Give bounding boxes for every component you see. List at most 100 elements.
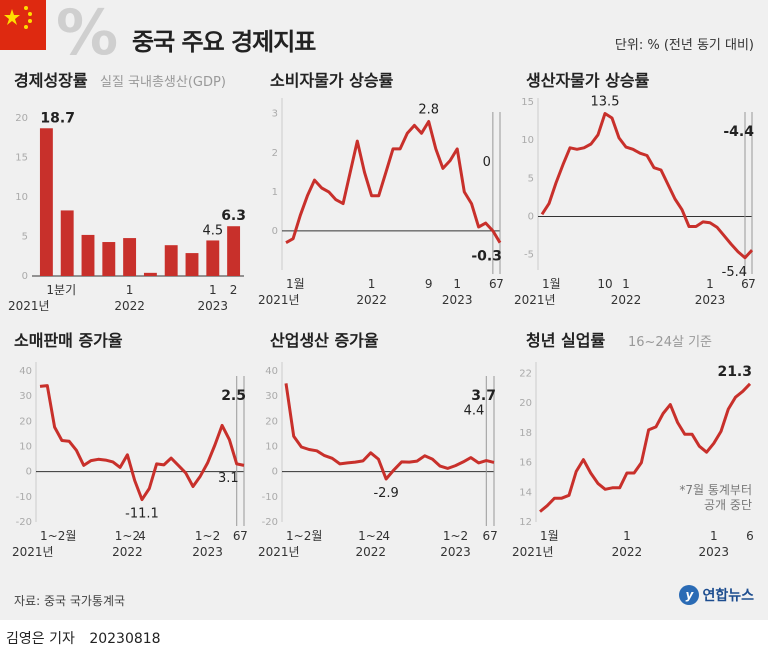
gdp-bar: [123, 238, 137, 276]
industry-year-label: 2021년: [258, 545, 300, 559]
gdp-ytick: 20: [15, 113, 28, 124]
industry-xtick: 7: [490, 529, 498, 543]
gdp-data-label: 6.3: [221, 208, 246, 224]
youth-xtick: 1: [623, 529, 631, 543]
industry-xtick: 6: [482, 529, 490, 543]
retail-xtick: 4: [138, 529, 146, 543]
gdp-ytick: 10: [15, 192, 28, 203]
industry-ytick: -10: [262, 492, 278, 503]
gdp-ytick: 0: [22, 271, 28, 282]
retail-year-label: 2023: [192, 545, 223, 559]
youth-ytick: 18: [519, 428, 532, 439]
yonhap-logo-icon: y: [679, 585, 700, 605]
gdp-bar: [227, 226, 241, 276]
yonhap-logo-text: 연합뉴스: [702, 588, 754, 604]
cpi-data-label: 2.8: [418, 103, 439, 118]
ppi-xtick: 6: [741, 277, 749, 291]
ppi-year-label: 2021년: [514, 293, 556, 307]
cpi-xtick: 1: [368, 277, 376, 291]
retail-xtick: 1~2: [195, 529, 220, 543]
retail-ytick: -10: [16, 492, 32, 503]
cpi-xtick: 1월: [286, 277, 305, 291]
industry-ytick: 10: [265, 442, 278, 453]
cpi-year-label: 2022: [356, 293, 387, 307]
gdp-bar: [39, 128, 53, 276]
cpi-series-line: [285, 120, 502, 245]
youth-data-label: 21.3: [717, 364, 752, 380]
industry-year-label: 2022: [355, 545, 386, 559]
ppi-series-line: [540, 112, 754, 260]
infographic-panel: [0, 0, 768, 620]
cpi-data-label: 0: [483, 155, 491, 170]
retail-year-label: 2022: [112, 545, 143, 559]
source-note: 자료: 중국 국가통계국: [14, 594, 126, 608]
ppi-ytick: -5: [524, 250, 534, 261]
retail-ytick: 0: [26, 467, 32, 478]
gdp-xtick: 1: [126, 283, 134, 297]
retail-ytick: 20: [19, 416, 32, 427]
industry-xtick: 1~2: [358, 529, 383, 543]
gdp-bar: [81, 234, 95, 276]
youth-ytick: 16: [519, 458, 532, 469]
retail-ytick: -20: [16, 517, 32, 528]
industry-xtick: 1~2월: [286, 529, 322, 543]
yonhap-logo: y 연합뉴스: [679, 585, 754, 605]
percent-icon: %: [56, 0, 118, 60]
youth-ytick: 20: [519, 398, 532, 409]
gdp-subtitle: 실질 국내총생산(GDP): [100, 75, 226, 90]
retail-xtick: 1~2: [115, 529, 140, 543]
youth-ytick: 22: [519, 368, 532, 379]
gdp-xtick: 1: [209, 283, 217, 297]
ppi-chart: 생산자물가 상승률 -5 0 5 10 15 1월 10 1 1 6 7 2021년 2022 2023 13…: [514, 71, 756, 307]
retail-ytick: 10: [19, 442, 32, 453]
youth-year-label: 2021년: [512, 545, 554, 559]
industry-title: 산업생산 증가율: [270, 331, 379, 350]
retail-series-line: [39, 384, 245, 502]
retail-xtick: 6: [233, 529, 241, 543]
cpi-xtick: 1: [453, 277, 461, 291]
cpi-ytick: 2: [272, 148, 278, 159]
svg-text:%: %: [56, 0, 118, 60]
page-title: 중국 주요 경제지표: [132, 28, 316, 56]
cpi-ytick: 1: [272, 187, 278, 198]
industry-data-label: -2.9: [373, 486, 398, 501]
ppi-ytick: 15: [521, 97, 534, 108]
unit-note: 단위: % (전년 동기 대비): [614, 38, 754, 53]
ppi-ytick: 10: [521, 135, 534, 146]
ppi-year-label: 2022: [611, 293, 642, 307]
youth-ytick: 14: [519, 487, 532, 498]
youth-xtick: 6: [746, 529, 754, 543]
ppi-title: 생산자물가 상승률: [526, 71, 650, 90]
gdp-year-label: 2021년: [8, 299, 50, 313]
ppi-data-label: -5.4: [722, 265, 747, 280]
gdp-ytick: 5: [22, 232, 28, 243]
gdp-bar: [143, 272, 157, 276]
youth-xtick: 1: [710, 529, 718, 543]
gdp-ytick: 15: [15, 153, 28, 164]
cpi-ytick: 0: [272, 226, 278, 237]
china-flag-icon: [0, 0, 46, 50]
youth-xtick: 1월: [540, 529, 559, 543]
ppi-data-label: -4.4: [723, 124, 754, 140]
retail-ytick: 40: [19, 366, 32, 377]
youth-subtitle: 16~24살 기준: [628, 335, 712, 350]
gdp-bar: [102, 242, 116, 276]
author-name: 김영은 기자: [6, 631, 75, 647]
industry-ytick: 30: [265, 391, 278, 402]
industry-ytick: 40: [265, 366, 278, 377]
youth-ytick: 12: [519, 517, 532, 528]
youth-note: 공개 중단: [704, 498, 752, 512]
industry-xtick: 1~2: [443, 529, 468, 543]
ppi-data-label: 13.5: [591, 94, 620, 109]
cpi-chart: 소비자물가 상승률 0 1 2 3 1월 1 9 1 6 7 2021년 2022 2023 2.8 0 -0.…: [258, 71, 504, 307]
gdp-data-label: 4.5: [202, 223, 223, 238]
cpi-ytick: 3: [272, 109, 278, 120]
gdp-bar: [164, 245, 178, 276]
gdp-title: 경제성장률: [14, 71, 88, 90]
retail-data-label: 2.5: [221, 388, 246, 404]
credit-line: 김영은 기자 20230818: [6, 628, 171, 648]
